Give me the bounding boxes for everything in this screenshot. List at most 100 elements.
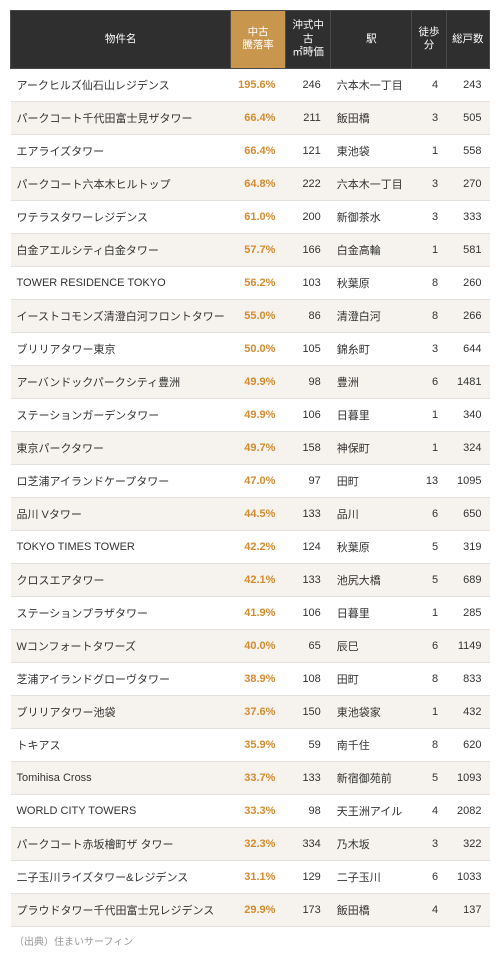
table-row: ブリリアタワー池袋37.6%150東池袋家1432 xyxy=(11,695,490,728)
cell-walk: 3 xyxy=(412,332,446,365)
cell-walk: 4 xyxy=(412,68,446,101)
table-row: プラウドタワー千代田富士兄レジデンス29.9%173飯田橋4137 xyxy=(11,893,490,926)
cell-station: 田町 xyxy=(331,464,412,497)
table-header: 物件名中古騰落率沖式中古㎡時価駅徒歩分総戸数 xyxy=(11,11,490,69)
cell-units: 650 xyxy=(446,497,489,530)
cell-price: 105 xyxy=(285,332,330,365)
cell-price: 106 xyxy=(285,596,330,629)
table-row: ロ芝浦アイランドケープタワー47.0%97田町131095 xyxy=(11,464,490,497)
cell-walk: 13 xyxy=(412,464,446,497)
cell-name: 東京パークタワー xyxy=(11,431,231,464)
cell-price: 124 xyxy=(285,530,330,563)
cell-price: 59 xyxy=(285,728,330,761)
cell-walk: 1 xyxy=(412,431,446,464)
cell-rate: 56.2% xyxy=(231,266,286,299)
col-header-price: 沖式中古㎡時価 xyxy=(285,11,330,69)
cell-station: 錦糸町 xyxy=(331,332,412,365)
cell-walk: 8 xyxy=(412,728,446,761)
cell-rate: 32.3% xyxy=(231,827,286,860)
table-row: Wコンフォートタワーズ40.0%65辰巳61149 xyxy=(11,629,490,662)
col-header-rate: 中古騰落率 xyxy=(231,11,286,69)
cell-name: パークコート赤坂檜町ザ タワー xyxy=(11,827,231,860)
table-row: 東京パークタワー49.7%158神保町1324 xyxy=(11,431,490,464)
table-row: ワテラスタワーレジデンス61.0%200新御茶水3333 xyxy=(11,200,490,233)
cell-station: 東池袋家 xyxy=(331,695,412,728)
cell-station: 秋葉原 xyxy=(331,530,412,563)
table-row: 芝浦アイランドグローヴタワー38.9%108田町8833 xyxy=(11,662,490,695)
cell-units: 1095 xyxy=(446,464,489,497)
cell-units: 243 xyxy=(446,68,489,101)
cell-walk: 6 xyxy=(412,365,446,398)
cell-price: 133 xyxy=(285,563,330,596)
cell-price: 334 xyxy=(285,827,330,860)
cell-station: 秋葉原 xyxy=(331,266,412,299)
cell-units: 319 xyxy=(446,530,489,563)
cell-units: 266 xyxy=(446,299,489,332)
cell-price: 103 xyxy=(285,266,330,299)
cell-station: 日暮里 xyxy=(331,596,412,629)
cell-rate: 38.9% xyxy=(231,662,286,695)
cell-name: Tomihisa Cross xyxy=(11,761,231,794)
table-row: Tomihisa Cross33.7%133新宿御苑前51093 xyxy=(11,761,490,794)
table-row: パークコート千代田富士見ザタワー66.4%211飯田橋3505 xyxy=(11,101,490,134)
cell-units: 137 xyxy=(446,893,489,926)
col-header-station: 駅 xyxy=(331,11,412,69)
cell-units: 620 xyxy=(446,728,489,761)
cell-rate: 41.9% xyxy=(231,596,286,629)
property-table: 物件名中古騰落率沖式中古㎡時価駅徒歩分総戸数 アークヒルズ仙石山レジデンス195… xyxy=(10,10,490,927)
cell-rate: 55.0% xyxy=(231,299,286,332)
cell-price: 133 xyxy=(285,761,330,794)
cell-station: 日暮里 xyxy=(331,398,412,431)
cell-price: 211 xyxy=(285,101,330,134)
cell-name: ステーションプラザタワー xyxy=(11,596,231,629)
cell-units: 340 xyxy=(446,398,489,431)
cell-name: Wコンフォートタワーズ xyxy=(11,629,231,662)
table-row: イーストコモンズ清澄白河フロントタワー55.0%86清澄白河8266 xyxy=(11,299,490,332)
cell-walk: 5 xyxy=(412,761,446,794)
table-row: クロスエアタワー42.1%133池尻大橋5689 xyxy=(11,563,490,596)
cell-price: 97 xyxy=(285,464,330,497)
cell-name: TOWER RESIDENCE TOKYO xyxy=(11,266,231,299)
table-row: WORLD CITY TOWERS33.3%98天王洲アイル42082 xyxy=(11,794,490,827)
cell-station: 天王洲アイル xyxy=(331,794,412,827)
cell-walk: 3 xyxy=(412,101,446,134)
table-row: エアライズタワー66.4%121東池袋1558 xyxy=(11,134,490,167)
cell-name: エアライズタワー xyxy=(11,134,231,167)
cell-walk: 6 xyxy=(412,629,446,662)
cell-station: 神保町 xyxy=(331,431,412,464)
cell-rate: 37.6% xyxy=(231,695,286,728)
table-row: アークヒルズ仙石山レジデンス195.6%246六本木一丁目4243 xyxy=(11,68,490,101)
cell-station: 新御茶水 xyxy=(331,200,412,233)
cell-station: 飯田橋 xyxy=(331,893,412,926)
cell-walk: 1 xyxy=(412,398,446,431)
table-row: トキアス35.9%59南千住8620 xyxy=(11,728,490,761)
cell-units: 432 xyxy=(446,695,489,728)
col-header-units: 総戸数 xyxy=(446,11,489,69)
cell-station: 清澄白河 xyxy=(331,299,412,332)
cell-price: 133 xyxy=(285,497,330,530)
cell-walk: 8 xyxy=(412,299,446,332)
cell-price: 65 xyxy=(285,629,330,662)
cell-name: トキアス xyxy=(11,728,231,761)
cell-price: 98 xyxy=(285,365,330,398)
cell-walk: 1 xyxy=(412,134,446,167)
cell-price: 166 xyxy=(285,233,330,266)
cell-units: 505 xyxy=(446,101,489,134)
cell-name: プラウドタワー千代田富士兄レジデンス xyxy=(11,893,231,926)
table-row: パークコート赤坂檜町ザ タワー32.3%334乃木坂3322 xyxy=(11,827,490,860)
cell-name: 芝浦アイランドグローヴタワー xyxy=(11,662,231,695)
cell-station: 白金高輪 xyxy=(331,233,412,266)
cell-units: 322 xyxy=(446,827,489,860)
cell-walk: 1 xyxy=(412,596,446,629)
cell-price: 98 xyxy=(285,794,330,827)
cell-price: 86 xyxy=(285,299,330,332)
cell-rate: 35.9% xyxy=(231,728,286,761)
cell-name: アーバンドックパークシティ豊洲 xyxy=(11,365,231,398)
cell-rate: 33.3% xyxy=(231,794,286,827)
cell-units: 333 xyxy=(446,200,489,233)
cell-units: 1033 xyxy=(446,860,489,893)
cell-units: 270 xyxy=(446,167,489,200)
cell-rate: 49.7% xyxy=(231,431,286,464)
cell-walk: 5 xyxy=(412,563,446,596)
cell-name: 品川 Vタワー xyxy=(11,497,231,530)
